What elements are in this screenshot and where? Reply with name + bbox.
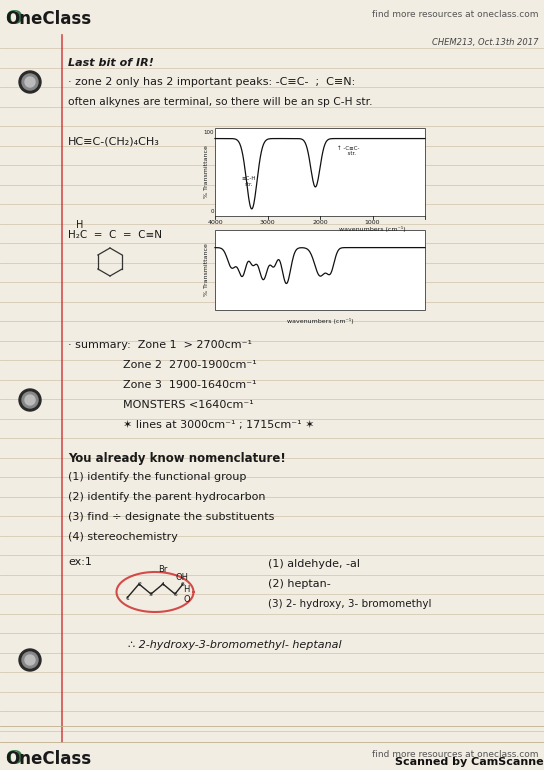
Text: OH: OH xyxy=(175,573,188,582)
Text: (3) 2- hydroxy, 3- bromomethyl: (3) 2- hydroxy, 3- bromomethyl xyxy=(268,599,431,609)
Circle shape xyxy=(25,77,35,87)
Text: HC≡C-(CH₂)₄CH₃: HC≡C-(CH₂)₄CH₃ xyxy=(68,136,160,146)
Text: MONSTERS <1640cm⁻¹: MONSTERS <1640cm⁻¹ xyxy=(123,400,254,410)
Text: ex:1: ex:1 xyxy=(68,557,92,567)
Text: (1) aldehyde, -al: (1) aldehyde, -al xyxy=(268,559,360,569)
Text: ✶ lines at 3000cm⁻¹ ; 1715cm⁻¹ ✶: ✶ lines at 3000cm⁻¹ ; 1715cm⁻¹ ✶ xyxy=(123,420,314,430)
Text: 5: 5 xyxy=(173,591,177,597)
Text: H: H xyxy=(183,585,189,594)
Text: often alkynes are terminal, so there will be an sp C-H str.: often alkynes are terminal, so there wil… xyxy=(68,97,373,107)
Bar xyxy=(215,128,425,216)
Text: % Transmittance: % Transmittance xyxy=(204,243,209,296)
Text: (3) find ÷ designate the substituents: (3) find ÷ designate the substituents xyxy=(68,512,274,522)
Text: (1) identify the functional group: (1) identify the functional group xyxy=(68,472,246,482)
Text: ≡C-H
str.: ≡C-H str. xyxy=(242,176,256,187)
Text: 100: 100 xyxy=(203,130,214,135)
Text: Last bit of IR!: Last bit of IR! xyxy=(68,58,154,68)
Text: find more resources at oneclass.com: find more resources at oneclass.com xyxy=(372,750,538,759)
Text: ↑ -C≡C-
      str.: ↑ -C≡C- str. xyxy=(337,146,359,156)
Text: 0: 0 xyxy=(211,209,214,214)
Text: (2) heptan-: (2) heptan- xyxy=(268,579,331,589)
Circle shape xyxy=(25,655,35,665)
Text: (2) identify the parent hydrocarbon: (2) identify the parent hydrocarbon xyxy=(68,492,265,502)
Circle shape xyxy=(22,652,38,668)
Text: wavenumbers (cm⁻¹): wavenumbers (cm⁻¹) xyxy=(287,318,353,324)
Text: · zone 2 only has 2 important peaks: -C≡C-  ;  C≡N:: · zone 2 only has 2 important peaks: -C≡… xyxy=(68,77,355,87)
Circle shape xyxy=(22,74,38,90)
Text: H: H xyxy=(76,220,83,230)
Text: O: O xyxy=(183,595,190,604)
Text: 4000: 4000 xyxy=(207,220,223,225)
Text: OneClass: OneClass xyxy=(5,750,91,768)
Text: Zone 2  2700-1900cm⁻¹: Zone 2 2700-1900cm⁻¹ xyxy=(123,360,257,370)
Bar xyxy=(215,230,425,310)
Text: 6: 6 xyxy=(181,581,185,587)
Text: O: O xyxy=(5,10,22,28)
Text: Scanned by CamScanner: Scanned by CamScanner xyxy=(395,757,544,767)
Circle shape xyxy=(19,649,41,671)
Text: wavenumbers (cm⁻¹): wavenumbers (cm⁻¹) xyxy=(339,226,406,232)
Text: Br: Br xyxy=(158,565,168,574)
Text: % Transmittance: % Transmittance xyxy=(204,146,209,199)
Text: OneClass: OneClass xyxy=(5,10,91,28)
Circle shape xyxy=(19,389,41,411)
Circle shape xyxy=(19,71,41,93)
Text: 3000: 3000 xyxy=(259,220,275,225)
Text: H₂C  =  C  =  C≡N: H₂C = C = C≡N xyxy=(68,230,162,240)
Circle shape xyxy=(22,392,38,408)
Text: 2000: 2000 xyxy=(312,220,328,225)
Text: 1: 1 xyxy=(125,595,129,601)
Text: Zone 3  1900-1640cm⁻¹: Zone 3 1900-1640cm⁻¹ xyxy=(123,380,257,390)
Text: 1000: 1000 xyxy=(364,220,380,225)
Text: O: O xyxy=(5,750,22,768)
Text: You already know nomenclature!: You already know nomenclature! xyxy=(68,452,286,465)
Circle shape xyxy=(25,395,35,405)
Text: 4: 4 xyxy=(161,581,165,587)
Text: find more resources at oneclass.com: find more resources at oneclass.com xyxy=(372,10,538,19)
Text: 3: 3 xyxy=(149,591,153,597)
Text: (4) stereochemistry: (4) stereochemistry xyxy=(68,532,178,542)
Text: · summary:  Zone 1  > 2700cm⁻¹: · summary: Zone 1 > 2700cm⁻¹ xyxy=(68,340,252,350)
Text: 2: 2 xyxy=(137,581,141,587)
Text: ∴ 2-hydroxy-3-bromomethyl- heptanal: ∴ 2-hydroxy-3-bromomethyl- heptanal xyxy=(128,640,342,650)
Text: CHEM213, Oct.13th 2017: CHEM213, Oct.13th 2017 xyxy=(431,38,538,47)
